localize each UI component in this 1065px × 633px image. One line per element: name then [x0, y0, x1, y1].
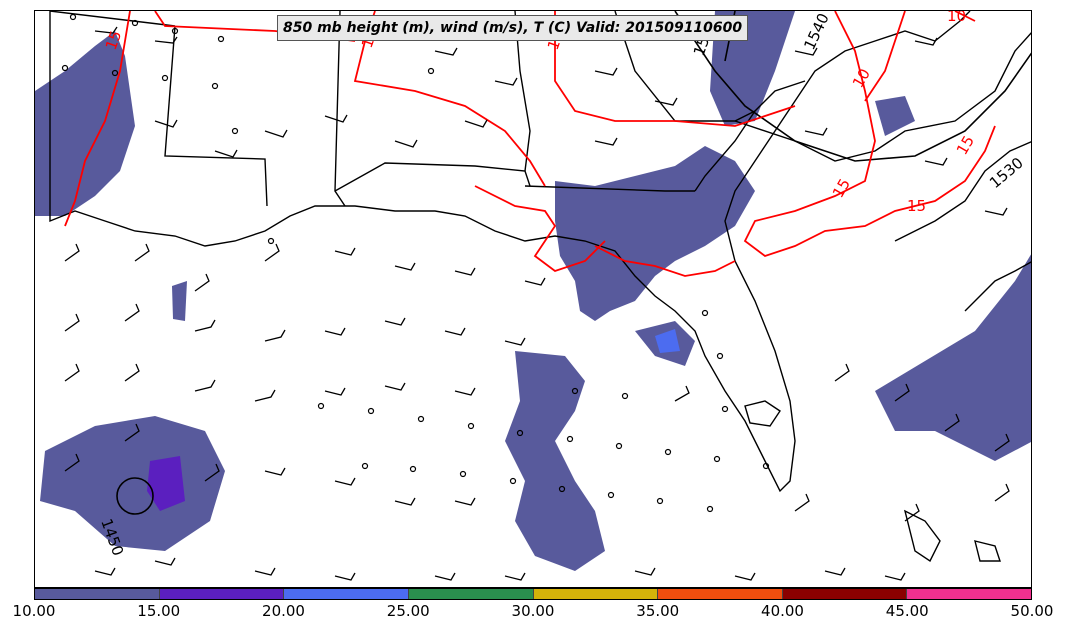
temp-label-6: 10	[849, 65, 874, 91]
shade-region-west-gulf	[172, 281, 187, 321]
shade-region-tropical-core	[147, 456, 185, 511]
colorbar-tick-label: 25.00	[386, 602, 430, 620]
temp-label-1: 15	[102, 28, 125, 52]
shade-region-embedded-blue	[655, 329, 680, 353]
map-title: 850 mb height (m), wind (m/s), T (C) Val…	[277, 15, 749, 41]
temp-label-2: 15	[907, 197, 926, 215]
colorbar-segment	[658, 589, 783, 599]
colorbar-tick-label: 45.00	[885, 602, 929, 620]
height-label-2: 1540	[800, 11, 832, 53]
shade-region-georgia	[555, 146, 755, 321]
colorbar-tick-label: 35.00	[636, 602, 680, 620]
wind-barbs	[64, 26, 1010, 581]
colorbar-ticks: 10.00 15.00 20.00 25.00 30.00 35.00 40.00 45.00…	[0, 602, 1065, 626]
colorbar-tick-label: 20.00	[262, 602, 305, 620]
colorbar-segment	[35, 589, 160, 599]
colorbar-segment	[907, 589, 1031, 599]
shade-region-texas-coast	[35, 31, 135, 216]
colorbar-tick-label: 40.00	[761, 602, 804, 620]
colorbar-tick-label: 50.00	[1010, 602, 1054, 620]
colorbar-segment	[159, 589, 285, 599]
colorbar-tick-label: 15.00	[137, 602, 181, 620]
colorbar-segment	[782, 589, 908, 599]
colorbar-tick-label: 10.00	[12, 602, 56, 620]
colorbar-segment	[284, 589, 409, 599]
shade-region-ne-small	[875, 96, 915, 136]
map-panel: 1560 1540 1530 1450 15 15 10 10 10 10 15…	[34, 10, 1032, 588]
colorbar-segment	[408, 589, 534, 599]
temperature-contours	[64, 11, 996, 277]
shaded-field	[35, 11, 1031, 571]
shade-region-gulf-central	[505, 351, 605, 571]
calm-wind-markers	[61, 13, 770, 513]
colorbar-segment	[533, 589, 659, 599]
colorbar-tick-label: 30.00	[511, 602, 555, 620]
coastlines	[49, 11, 1031, 563]
colorbar	[34, 588, 1032, 600]
shade-region-atlantic	[875, 254, 1031, 461]
temp-label-8: 15	[953, 132, 978, 158]
temp-label-5: 10	[947, 11, 966, 25]
shade-region-tropical-low	[40, 416, 225, 551]
height-label-3: 1530	[986, 154, 1027, 192]
